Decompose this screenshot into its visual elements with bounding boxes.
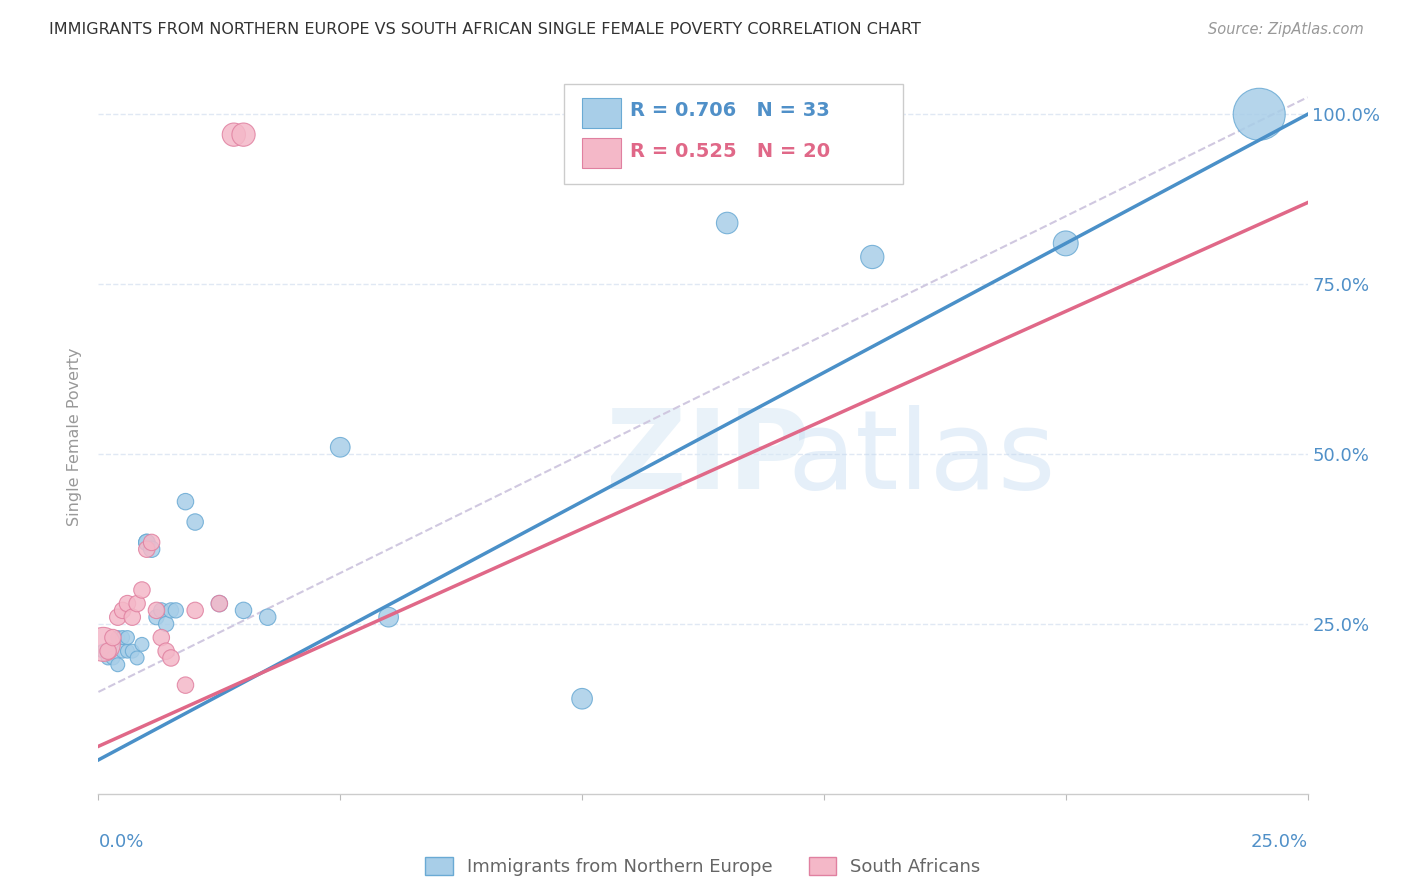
Point [107,610,129,624]
Point [141,535,163,549]
Point [160,603,183,617]
Point [150,631,173,645]
Point [208,597,231,611]
Point [91,644,114,658]
Text: Source: ZipAtlas.com: Source: ZipAtlas.com [1208,22,1364,37]
Text: R = 0.525   N = 20: R = 0.525 N = 20 [630,142,831,161]
Point [208,597,231,611]
Point [101,651,124,665]
Point [329,440,352,454]
Point [131,582,153,597]
Point [145,603,167,617]
Point [117,631,139,645]
Point [127,651,149,665]
Point [716,216,738,230]
Point [135,542,157,557]
Point [135,535,157,549]
Text: IMMIGRANTS FROM NORTHERN EUROPE VS SOUTH AFRICAN SINGLE FEMALE POVERTY CORRELATI: IMMIGRANTS FROM NORTHERN EUROPE VS SOUTH… [49,22,921,37]
Point [121,610,143,624]
Point [97,651,120,665]
Point [131,637,153,651]
Text: 25.0%: 25.0% [1250,833,1308,851]
Point [571,691,593,706]
Point [121,644,143,658]
Point [107,657,129,672]
FancyBboxPatch shape [582,138,621,168]
Legend: Immigrants from Northern Europe, South Africans: Immigrants from Northern Europe, South A… [418,849,988,883]
Point [184,603,207,617]
Point [91,637,114,651]
Point [111,631,134,645]
Point [127,597,149,611]
Text: R = 0.706   N = 33: R = 0.706 N = 33 [630,102,830,120]
Point [97,644,120,658]
Point [232,603,254,617]
Point [165,603,187,617]
Point [256,610,278,624]
Text: ZIP: ZIP [606,405,810,512]
Point [101,631,124,645]
FancyBboxPatch shape [582,98,621,128]
Point [232,128,254,142]
Point [184,515,207,529]
Point [222,128,245,142]
Point [174,494,197,508]
Point [97,644,120,658]
Point [111,603,134,617]
Point [117,597,139,611]
Point [150,603,173,617]
Point [141,542,163,557]
Point [1249,107,1271,121]
Point [155,617,177,632]
Point [860,250,883,264]
Point [377,610,399,624]
Y-axis label: Single Female Poverty: Single Female Poverty [67,348,83,526]
Text: atlas: atlas [787,405,1056,512]
Text: 0.0%: 0.0% [98,833,143,851]
Point [160,651,183,665]
Point [1054,236,1077,251]
Point [107,631,129,645]
Point [111,644,134,658]
Point [117,644,139,658]
Point [155,644,177,658]
FancyBboxPatch shape [564,84,903,184]
Point [174,678,197,692]
Point [145,610,167,624]
Point [135,535,157,549]
